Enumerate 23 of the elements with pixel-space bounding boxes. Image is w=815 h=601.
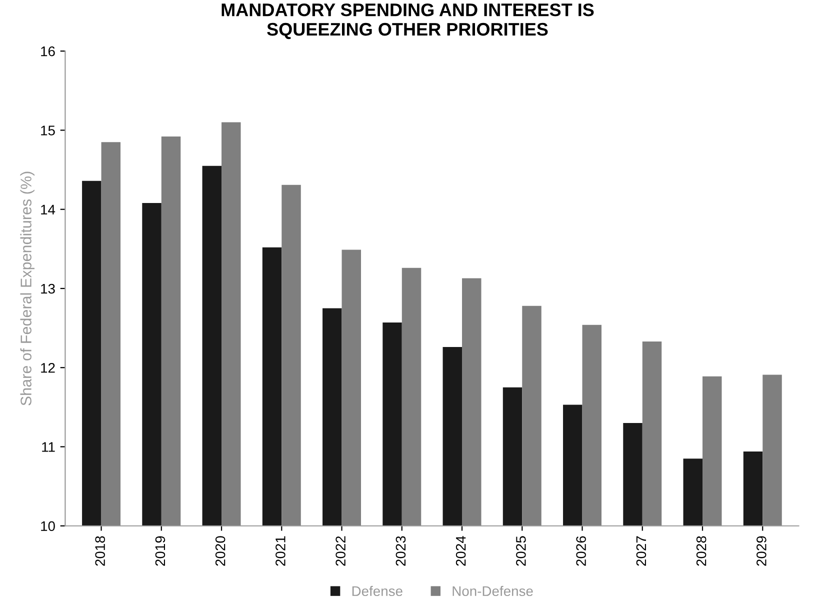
x-tick-label: 2020 bbox=[215, 536, 226, 566]
x-tick-label: 2029 bbox=[756, 536, 766, 566]
y-tick-label: 12 bbox=[41, 362, 55, 373]
x-tick-label: 2022 bbox=[336, 536, 346, 566]
x-tick-label: 2026 bbox=[576, 536, 586, 566]
y-tick-label: 13 bbox=[41, 284, 55, 294]
y-axis-title: Share of Federal Expenditures (%) bbox=[20, 172, 34, 406]
x-tick-label: 2028 bbox=[696, 536, 706, 566]
legend-label: Non-Defense bbox=[452, 586, 533, 596]
x-tick-label: 2027 bbox=[636, 536, 646, 566]
y-tick-label: 11 bbox=[42, 442, 55, 452]
x-tick-label: 2023 bbox=[396, 536, 406, 566]
chart-title: MANDATORY SPENDING AND INTEREST IS SQUEEZING OTHER PRIORITIES bbox=[222, 3, 594, 40]
x-tick-label: 2018 bbox=[95, 536, 105, 566]
x-tick-label: 2025 bbox=[516, 536, 526, 566]
y-tick-label: 14 bbox=[41, 204, 56, 214]
y-tick-label: 16 bbox=[41, 46, 55, 56]
x-tick-label: 2024 bbox=[456, 536, 466, 566]
y-tick-label: 10 bbox=[41, 521, 55, 532]
y-tick-label: 15 bbox=[41, 126, 55, 136]
x-tick-label: 2019 bbox=[155, 536, 166, 566]
x-tick-label: 2021 bbox=[276, 536, 286, 566]
legend-label: Defense bbox=[352, 586, 402, 596]
